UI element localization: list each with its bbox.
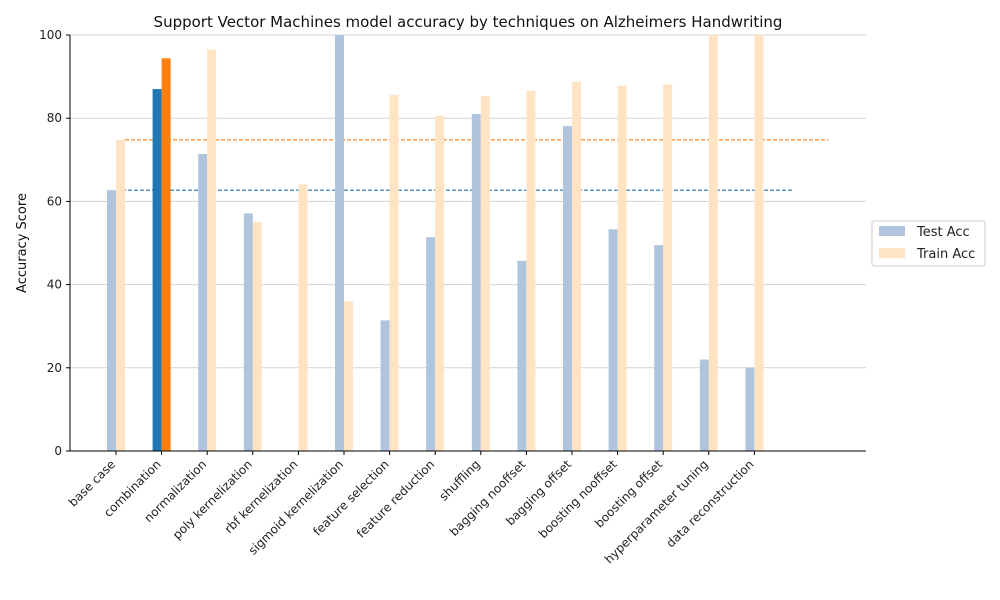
bar-train-base-case <box>116 139 125 451</box>
bar-test-base-case <box>107 190 116 451</box>
bar-train-sigmoid-kernelization <box>344 301 353 451</box>
bar-test-feature-selection <box>380 320 390 451</box>
y-ticks: 0 20 40 60 80 100 <box>39 28 70 458</box>
bar-test-bagging-nooffset <box>517 260 527 451</box>
y-tick-label-40: 40 <box>47 278 62 292</box>
y-tick-label-80: 80 <box>47 111 62 125</box>
bar-train-data-reconstruction <box>754 35 764 451</box>
x-tick-label-feature-selection: feature selection <box>310 457 391 538</box>
x-tick-label-boosting-nooffset: boosting nooffset <box>536 457 620 541</box>
legend-label-test: Test Acc <box>916 225 970 240</box>
bar-test-normalization <box>198 153 208 451</box>
y-tick-label-100: 100 <box>39 28 62 42</box>
bar-train-combination <box>161 58 171 452</box>
bar-train-boosting-nooffset <box>617 85 627 451</box>
bar-train-hyperparameter-tuning <box>708 35 718 451</box>
x-tick-label-shuffling: shuffling <box>437 457 483 503</box>
x-tick-label-bagging-nooffset: bagging nooffset <box>447 457 529 539</box>
legend: Test Acc Train Acc <box>871 220 986 267</box>
chart-title: Support Vector Machines model accuracy b… <box>154 13 783 31</box>
bar-train-normalization <box>207 49 217 452</box>
bar-test-combination <box>152 89 162 451</box>
bar-train-feature-reduction <box>435 115 445 451</box>
y-tick-label-60: 60 <box>47 194 62 208</box>
bar-test-feature-reduction <box>426 237 436 451</box>
bar-test-hyperparameter-tuning <box>699 359 709 451</box>
bar-test-boosting-offset <box>654 245 664 451</box>
legend-swatch-train <box>879 248 905 258</box>
y-tick-label-0: 0 <box>54 444 62 458</box>
legend-label-train: Train Acc <box>916 247 975 262</box>
axes <box>69 35 866 452</box>
bar-test-shuffling <box>471 114 481 451</box>
x-tick-label-feature-reduction: feature reduction <box>354 457 437 540</box>
bars <box>107 35 764 452</box>
bar-train-bagging-offset <box>572 81 581 451</box>
bar-test-data-reconstruction <box>745 367 755 451</box>
legend-swatch-test <box>879 226 905 236</box>
bar-train-bagging-nooffset <box>526 90 536 451</box>
y-tick-label-20: 20 <box>47 361 62 375</box>
bar-test-boosting-nooffset <box>608 229 618 451</box>
x-tick-label-data-reconstruction: data reconstruction <box>664 457 757 550</box>
bar-train-poly-kernelization <box>252 222 262 451</box>
bar-train-rbf-kernelization <box>298 184 308 451</box>
bar-train-boosting-offset <box>663 84 673 451</box>
x-tick-label-poly-kernelization: poly kernelization <box>170 457 255 542</box>
bar-train-shuffling <box>480 96 490 451</box>
y-axis-label: Accuracy Score <box>15 193 30 293</box>
bar-test-sigmoid-kernelization <box>335 35 344 451</box>
bar-train-feature-selection <box>389 94 399 452</box>
bar-test-bagging-offset <box>563 126 572 451</box>
bar-test-poly-kernelization <box>243 213 253 451</box>
